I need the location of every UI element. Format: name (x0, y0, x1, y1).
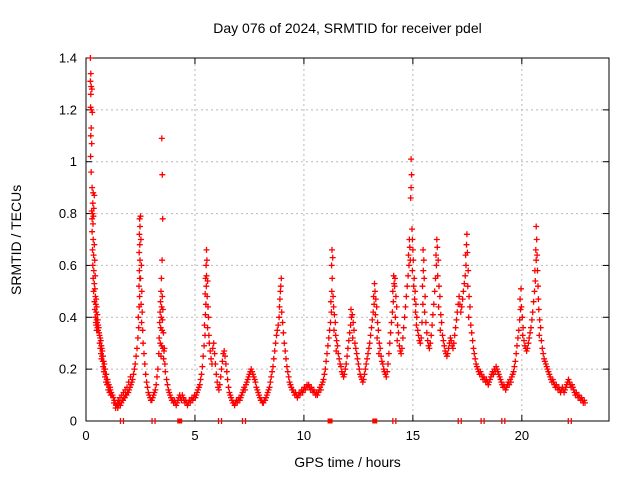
data-points (87, 55, 588, 411)
x-tick-label: 5 (191, 428, 198, 443)
y-tick-label: 1.4 (59, 51, 77, 66)
y-axis-label: SRMTID / TECUs (8, 184, 24, 295)
axis-marker-square (372, 418, 378, 424)
x-axis-label: GPS time / hours (294, 454, 401, 470)
y-tick-label: 0 (70, 414, 77, 429)
y-tick-label: 0.8 (59, 206, 77, 221)
chart-title: Day 076 of 2024, SRMTID for receiver pde… (213, 20, 482, 36)
y-tick-label: 0.6 (59, 258, 77, 273)
y-tick-label: 0.4 (59, 310, 77, 325)
y-tick-label: 0.2 (59, 362, 77, 377)
x-tick-label: 0 (82, 428, 89, 443)
y-tick-label: 1 (70, 154, 77, 169)
x-tick-label: 10 (297, 428, 311, 443)
axis-marker-square (177, 418, 183, 424)
x-tick-label: 20 (515, 428, 529, 443)
y-tick-label: 1.2 (59, 102, 77, 117)
x-tick-label: 15 (406, 428, 420, 443)
axis-marker-square (327, 418, 333, 424)
